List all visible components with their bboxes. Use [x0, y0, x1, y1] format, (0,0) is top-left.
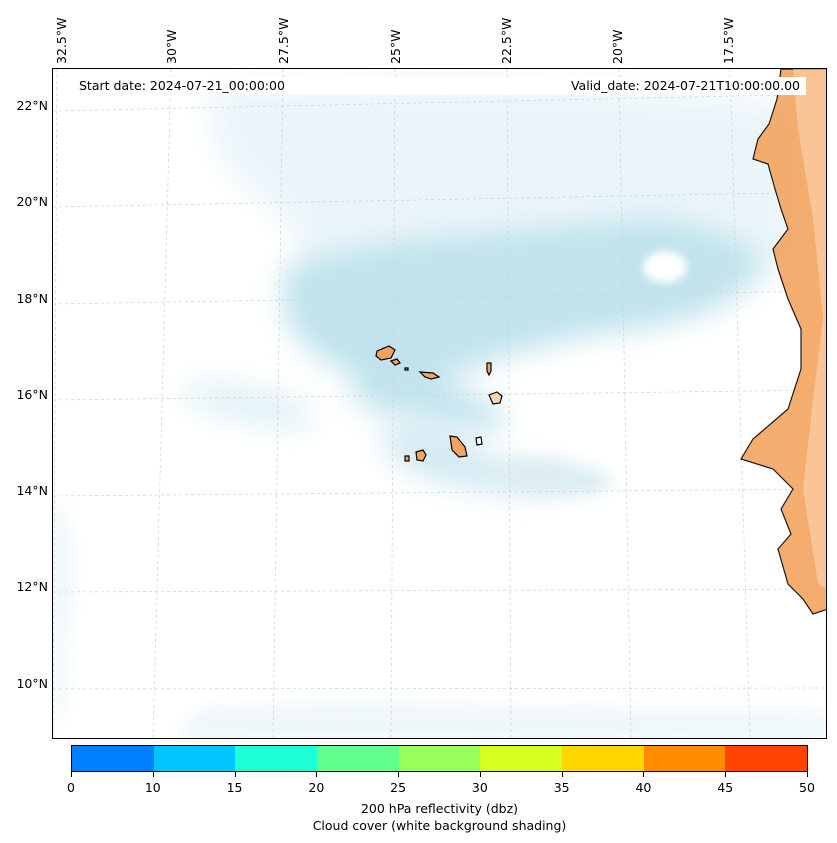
cloud-region-south-edge	[174, 703, 826, 738]
start-date-label: Start date: 2024-07-21_00:00:00	[79, 78, 285, 93]
colorbar-segment-8	[725, 746, 808, 771]
cloud-cover-layer	[53, 81, 826, 738]
colorbar-tick-40	[643, 772, 645, 777]
cloud-region-southeast	[509, 462, 613, 496]
gridlines	[53, 69, 826, 738]
colorbar-tick-30	[479, 772, 481, 777]
island-fogo	[415, 449, 427, 462]
island-santa-luzia	[404, 367, 409, 371]
lat-label-14n: 14°N	[16, 483, 48, 498]
colorbar-tick-50	[807, 772, 808, 777]
island-maio	[475, 436, 483, 446]
colorbar-tick-20	[316, 772, 318, 777]
map-canvas	[53, 69, 826, 738]
island-brava	[404, 455, 410, 462]
lat-label-22n: 22°N	[16, 98, 48, 113]
colorbar-tick-label-0: 0	[67, 780, 75, 795]
lat-label-12n: 12°N	[16, 579, 48, 594]
colorbar-segment-7	[643, 746, 726, 771]
lat-label-16n: 16°N	[16, 387, 48, 402]
cloud-region-island-band	[350, 373, 506, 431]
lon-label-17-5w: 17.5°W	[721, 17, 736, 64]
cape-verde-islands	[375, 345, 503, 462]
lon-label-32-5w: 32.5°W	[54, 17, 69, 64]
lat-label-10n: 10°N	[16, 676, 48, 691]
map-panel	[52, 68, 827, 739]
colorbar-tick-label-35: 35	[553, 780, 570, 795]
cloud-region-west-edge	[53, 499, 73, 729]
colorbar-segment-6	[562, 746, 644, 771]
island-boa-vista	[488, 391, 503, 405]
colorbar-tick-10	[152, 772, 154, 777]
cloud-region-central	[283, 219, 763, 384]
colorbar-tick-35	[561, 772, 563, 777]
island-sao-vicente	[389, 358, 401, 366]
colorbar-tick-label-10: 10	[144, 780, 161, 795]
colorbar-segment-1	[153, 746, 236, 771]
island-sao-nicolau	[418, 371, 441, 380]
colorbar-label: 200 hPa reflectivity (dbz)	[360, 801, 519, 816]
colorbar-tick-25	[398, 772, 400, 777]
date-info-bar: Start date: 2024-07-21_00:00:00 Valid_da…	[70, 77, 806, 95]
lon-label-30w: 30°W	[164, 29, 179, 64]
colorbar-tick-label-20: 20	[308, 780, 325, 795]
lon-label-22-5w: 22.5°W	[499, 17, 514, 64]
colorbar-segment-3	[317, 746, 399, 771]
island-sal	[486, 362, 492, 377]
valid-date-label: Valid_date: 2024-07-21T10:00:00.00	[570, 78, 800, 93]
island-santiago	[449, 435, 468, 458]
colorbar-tick-label-45: 45	[717, 780, 734, 795]
colorbar-tick-45	[725, 772, 727, 777]
cloud-region-west-band	[184, 382, 314, 429]
colorbar-tick-15	[234, 772, 236, 777]
africa-interior-shade	[793, 69, 826, 588]
colorbar-tick-label-40: 40	[635, 780, 652, 795]
colorbar-segment-5	[480, 746, 563, 771]
lon-label-27-5w: 27.5°W	[276, 17, 291, 64]
lon-label-25w: 25°W	[388, 29, 403, 64]
colorbar-tick-label-15: 15	[226, 780, 243, 795]
colorbar-tick-label-25: 25	[390, 780, 407, 795]
colorbar-segment-4	[398, 746, 481, 771]
island-santo-antao	[375, 345, 396, 361]
colorbar-segment-2	[235, 746, 318, 771]
colorbar-segment-0	[72, 746, 154, 771]
lat-label-18n: 18°N	[16, 291, 48, 306]
reflectivity-colorbar	[71, 745, 808, 772]
colorbar-tick-label-30: 30	[471, 780, 488, 795]
lon-label-20w: 20°W	[610, 29, 625, 64]
colorbar-tick-label-50: 50	[799, 780, 815, 795]
colorbar-sublabel: Cloud cover (white background shading)	[312, 818, 567, 833]
clear-patch	[643, 251, 687, 283]
lat-label-20n: 20°N	[16, 194, 48, 209]
africa-coast	[740, 69, 826, 615]
colorbar-tick-0	[71, 772, 72, 777]
